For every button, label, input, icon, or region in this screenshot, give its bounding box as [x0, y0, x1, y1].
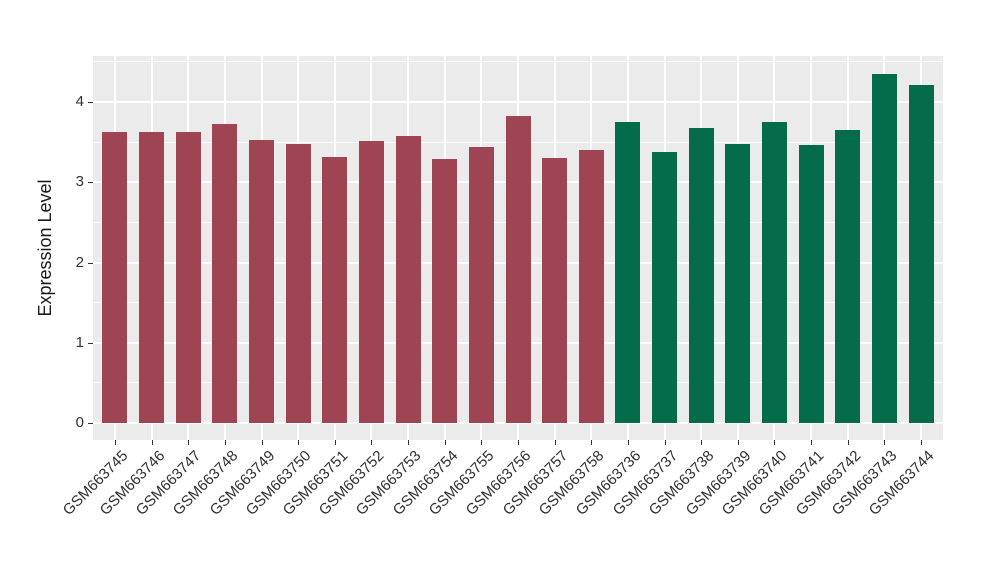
bar-GSM663745: [102, 131, 128, 423]
y-tick-mark: [88, 102, 93, 103]
bar-GSM663755: [468, 146, 494, 423]
bar-GSM663756: [505, 115, 531, 423]
bar-GSM663742: [835, 130, 861, 423]
bar-GSM663747: [175, 132, 201, 423]
bar-GSM663757: [542, 158, 568, 423]
x-tick-mark: [664, 440, 666, 445]
y-tick-mark: [88, 342, 93, 344]
bar-GSM663751: [322, 156, 348, 423]
x-tick-mark: [554, 440, 556, 445]
x-tick-mark: [737, 440, 739, 445]
bar-GSM663739: [725, 143, 751, 423]
x-tick-mark: [114, 440, 116, 445]
y-tick-mark: [88, 262, 93, 264]
x-tick-mark: [591, 440, 593, 445]
y-tick-mark: [88, 182, 93, 184]
y-tick-label: 4: [75, 93, 84, 110]
y-tick-label: 2: [75, 253, 84, 271]
x-tick-mark: [408, 440, 410, 445]
y-tick-label: 3: [75, 173, 84, 191]
x-tick-mark: [811, 440, 813, 445]
x-tick-mark: [884, 440, 886, 445]
bar-GSM663746: [139, 132, 165, 423]
y-tick-mark: [88, 423, 93, 424]
x-tick-mark: [371, 440, 373, 445]
bar-GSM663738: [688, 127, 714, 423]
y-tick-label: 1: [75, 333, 84, 351]
plot-panel: [93, 56, 943, 440]
bar-GSM663750: [285, 143, 311, 423]
bar-GSM663740: [761, 122, 787, 423]
bar-GSM663753: [395, 135, 421, 423]
y-axis-title: Expression Level: [35, 179, 55, 317]
x-tick-mark: [188, 440, 190, 445]
x-tick-mark: [298, 440, 300, 445]
x-tick-mark: [774, 440, 776, 445]
x-tick-mark: [151, 440, 153, 445]
bar-GSM663744: [908, 85, 934, 423]
bar-GSM663736: [615, 122, 641, 423]
x-tick-mark: [224, 440, 226, 445]
bar-GSM663741: [798, 144, 824, 423]
bar-GSM663752: [358, 141, 384, 423]
x-tick-mark: [261, 440, 263, 445]
x-tick-mark: [921, 440, 923, 445]
y-tick-label: 0: [75, 414, 84, 431]
x-tick-mark: [847, 440, 849, 445]
bar-GSM663748: [212, 124, 238, 423]
x-tick-mark: [627, 440, 629, 445]
bar-GSM663737: [652, 151, 678, 423]
bar-GSM663758: [578, 150, 604, 423]
x-tick-mark: [334, 440, 336, 445]
x-tick-mark: [701, 440, 703, 445]
x-tick-mark: [518, 440, 519, 445]
bar-GSM663749: [249, 139, 275, 423]
bar-GSM663743: [871, 73, 897, 423]
x-tick-mark: [481, 440, 483, 445]
bar-GSM663754: [432, 158, 458, 423]
x-tick-mark: [444, 440, 446, 445]
